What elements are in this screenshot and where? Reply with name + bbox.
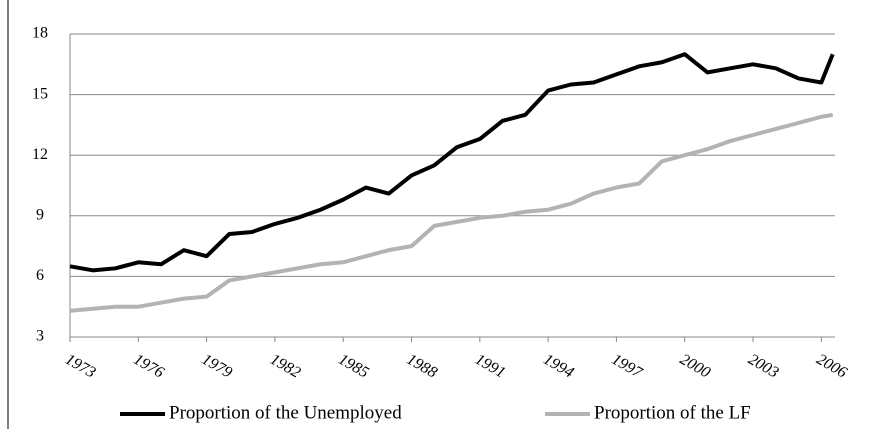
y-tick-label: 12 bbox=[32, 146, 48, 163]
x-tick-label: 1994 bbox=[540, 351, 576, 382]
x-tick-label: 2006 bbox=[814, 351, 850, 382]
x-tick-label: 1976 bbox=[130, 351, 166, 382]
x-tick-label: 1982 bbox=[267, 351, 303, 382]
x-tick-label: 2000 bbox=[677, 351, 713, 382]
y-tick-label: 15 bbox=[32, 85, 48, 102]
x-tick-label: 1979 bbox=[199, 351, 235, 382]
y-tick-label: 18 bbox=[32, 25, 48, 42]
x-tick-label: 1973 bbox=[62, 351, 98, 382]
x-tick-label: 1997 bbox=[609, 351, 646, 382]
x-tick-label: 1988 bbox=[404, 351, 440, 382]
x-tick-label: 2003 bbox=[745, 351, 781, 382]
series-line bbox=[69, 52, 835, 273]
series-line bbox=[69, 112, 834, 313]
y-tick-label: 6 bbox=[36, 267, 44, 284]
y-tick-label: 3 bbox=[36, 328, 44, 345]
y-tick-label: 9 bbox=[36, 206, 44, 223]
x-tick-label: 1991 bbox=[472, 351, 508, 382]
x-tick-label: 1985 bbox=[335, 351, 371, 382]
legend-label: Proportion of the Unemployed bbox=[169, 402, 402, 423]
legend-label: Proportion of the LF bbox=[594, 402, 751, 423]
